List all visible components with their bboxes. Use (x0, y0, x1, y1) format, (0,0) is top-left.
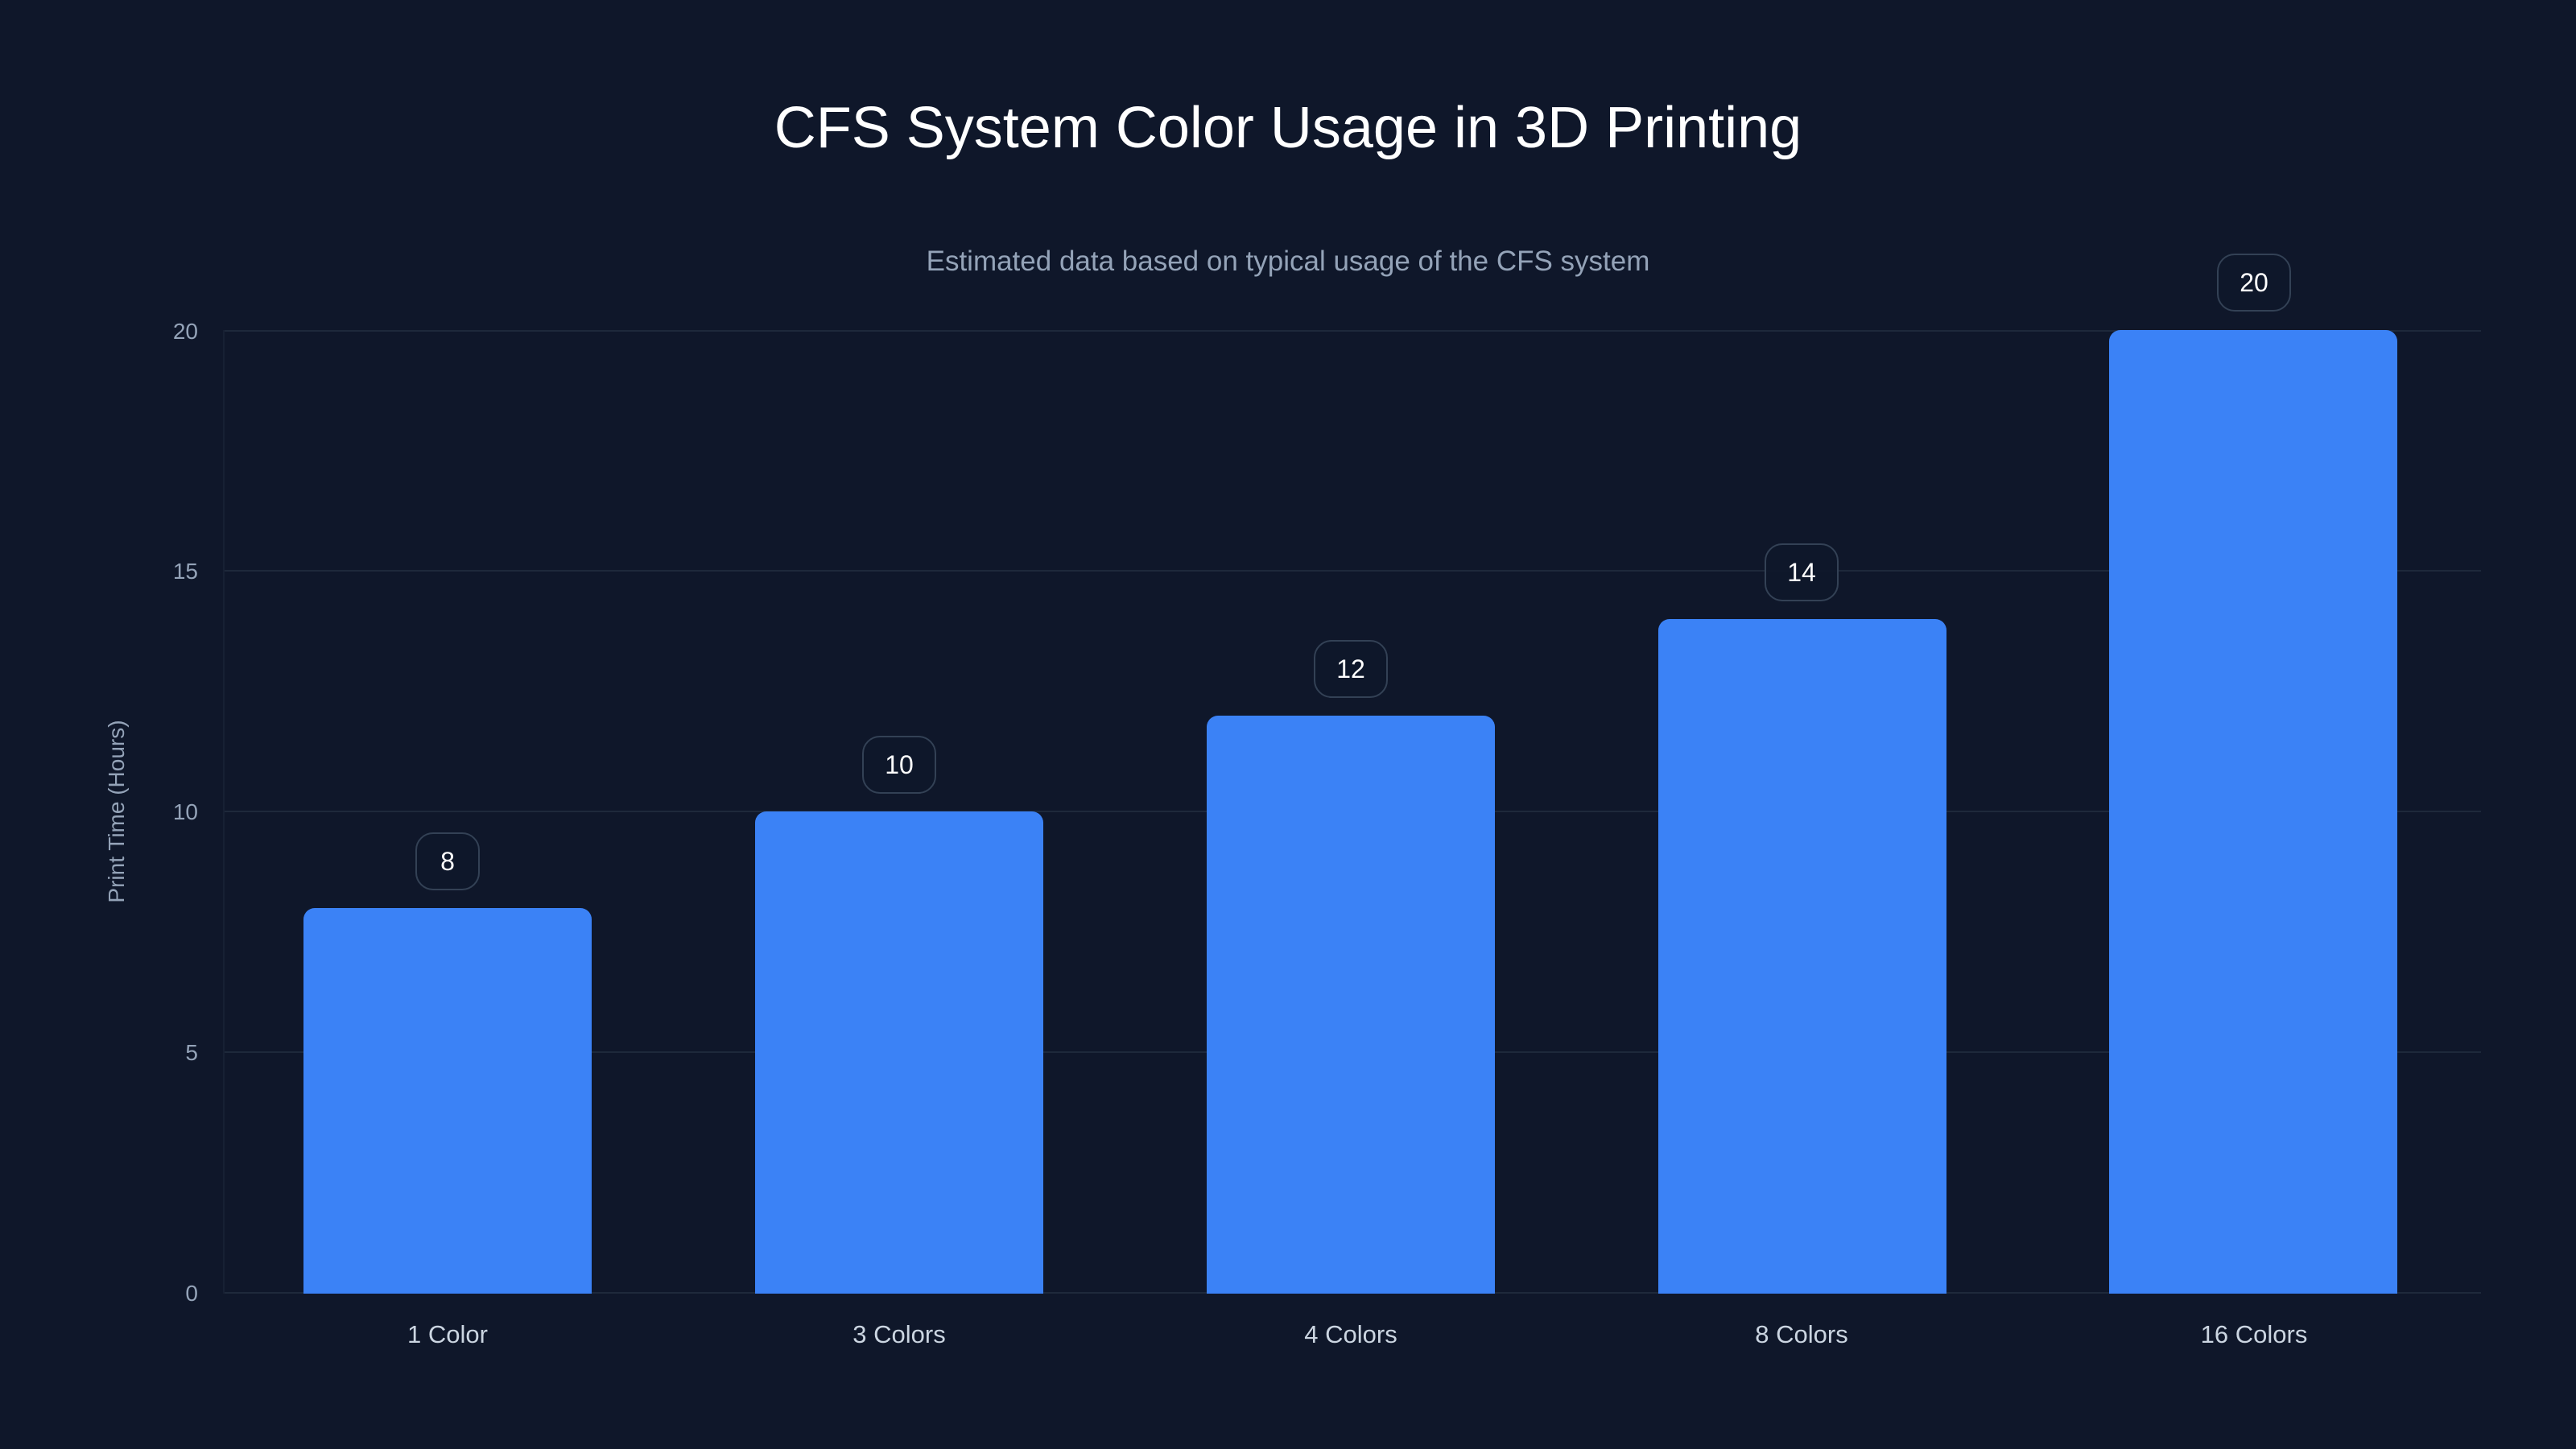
x-tick-label: 16 Colors (2200, 1320, 2308, 1348)
x-tick-label: 8 Colors (1755, 1320, 1848, 1348)
y-tick-10: 10 (172, 799, 198, 824)
value-label: 14 (1765, 543, 1839, 601)
gridline-20 (225, 330, 2481, 332)
y-tick-0: 0 (185, 1281, 198, 1306)
value-label: 12 (1314, 640, 1388, 698)
gridline-15 (225, 570, 2481, 572)
bar-4-colors[interactable] (1207, 716, 1495, 1294)
bar-3-colors[interactable] (755, 811, 1043, 1294)
value-label: 8 (415, 832, 480, 890)
chart-title: CFS System Color Usage in 3D Printing (774, 96, 1802, 160)
x-tick-label: 3 Colors (852, 1320, 946, 1348)
value-label: 10 (862, 736, 936, 794)
bar-1-color[interactable] (303, 908, 592, 1294)
bar-8-colors[interactable] (1658, 619, 1946, 1294)
chart-subtitle: Estimated data based on typical usage of… (926, 246, 1650, 277)
x-tick-label: 4 Colors (1304, 1320, 1397, 1348)
y-tick-15: 15 (172, 559, 198, 584)
x-tick-label: 1 Color (407, 1320, 488, 1348)
value-label: 20 (2217, 254, 2291, 312)
y-tick-20: 20 (172, 319, 198, 344)
bar-16-colors[interactable] (2109, 330, 2397, 1294)
y-axis-label: Print Time (Hours) (104, 720, 129, 903)
y-tick-5: 5 (185, 1040, 198, 1065)
